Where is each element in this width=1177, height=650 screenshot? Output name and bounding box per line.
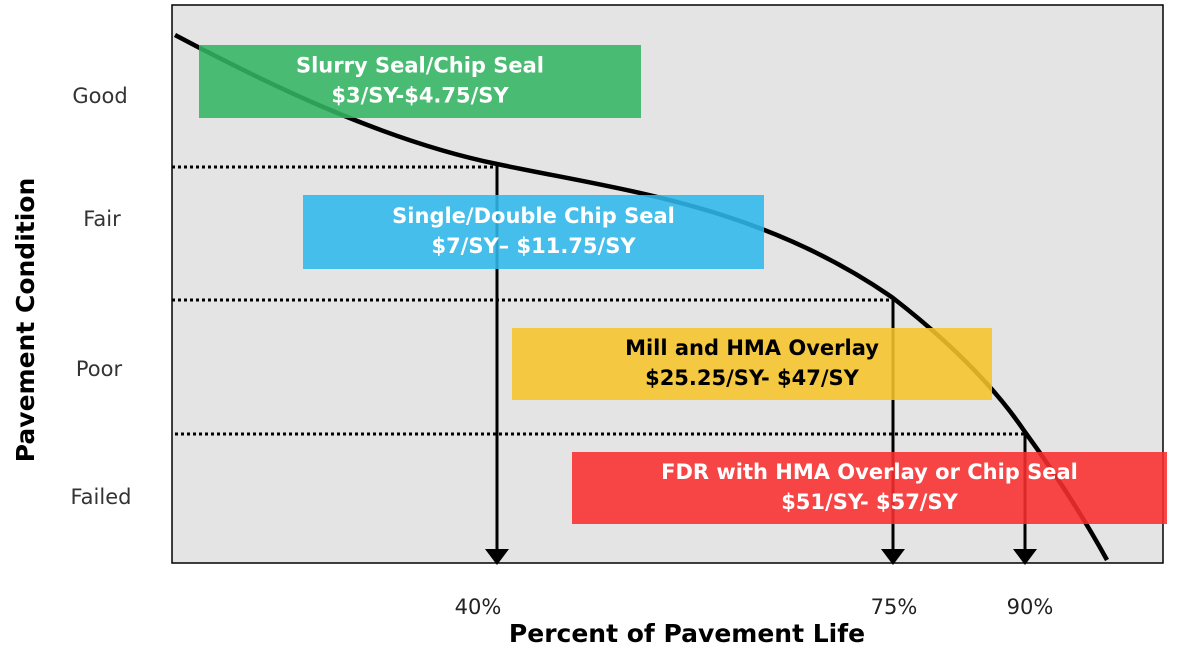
condition-label: Good xyxy=(72,84,127,108)
x-axis-title: Percent of Pavement Life xyxy=(509,619,865,648)
y-axis-title: Pavement Condition xyxy=(11,178,40,463)
condition-label: Poor xyxy=(76,357,123,381)
marker-label: 40% xyxy=(455,595,502,619)
deterioration-curve xyxy=(173,33,1109,562)
treatment-cost: $3/SY-$4.75/SY xyxy=(331,84,509,108)
treatment-box xyxy=(572,452,1167,524)
treatment-name: FDR with HMA Overlay or Chip Seal xyxy=(661,460,1078,484)
condition-label: Fair xyxy=(83,207,121,231)
treatment-box xyxy=(303,195,764,269)
treatment-boxes: Slurry Seal/Chip Seal $3/SY-$4.75/SY Singl… xyxy=(199,45,1167,524)
treatment-box xyxy=(512,328,992,400)
arrow-head xyxy=(881,549,905,565)
marker-label: 75% xyxy=(871,595,918,619)
treatment-cost: $51/SY- $57/SY xyxy=(781,490,958,514)
treatment-cost: $7/SY– $11.75/SY xyxy=(431,234,636,258)
treatment-name: Slurry Seal/Chip Seal xyxy=(296,54,544,78)
condition-label: Failed xyxy=(71,485,132,509)
arrow-head xyxy=(485,549,509,565)
treatment-cost: $25.25/SY- $47/SY xyxy=(645,366,860,390)
arrow-head xyxy=(1013,549,1037,565)
marker-label: 90% xyxy=(1007,595,1054,619)
treatment-name: Mill and HMA Overlay xyxy=(625,336,879,360)
treatment-name: Single/Double Chip Seal xyxy=(392,204,675,228)
treatment-box xyxy=(199,45,641,118)
